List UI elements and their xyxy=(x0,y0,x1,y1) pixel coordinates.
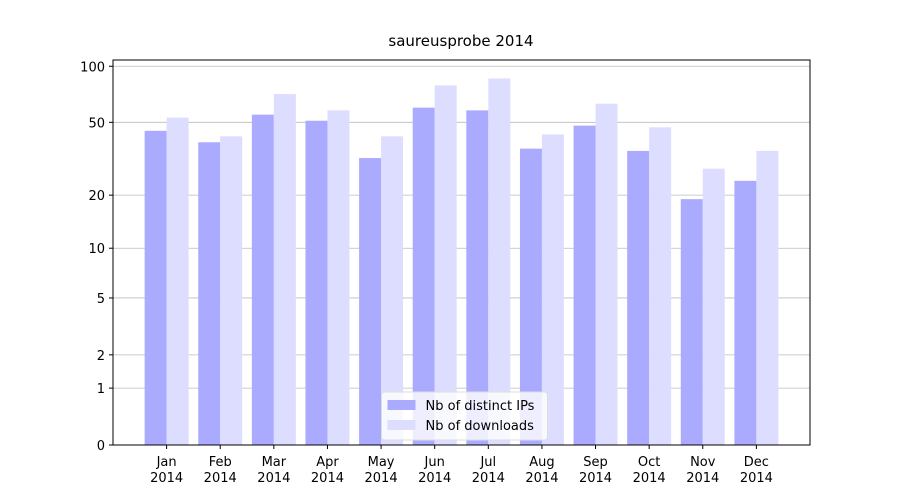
y-tick-label: 10 xyxy=(88,242,105,257)
x-tick-label: Aug 2014 xyxy=(525,455,558,486)
x-tick-label: Feb 2014 xyxy=(204,455,237,486)
bar xyxy=(434,85,457,445)
x-tick-label: Jul 2014 xyxy=(472,455,505,486)
legend-swatch xyxy=(387,400,416,410)
bar xyxy=(305,120,328,445)
bar xyxy=(198,142,221,445)
bar xyxy=(488,78,511,446)
bar xyxy=(166,117,189,445)
y-tick-label: 50 xyxy=(88,116,105,131)
bar xyxy=(144,130,167,446)
y-tick-label: 0 xyxy=(97,439,105,454)
bar xyxy=(273,94,296,446)
y-tick-label: 5 xyxy=(97,292,105,307)
bar xyxy=(649,127,672,445)
bar xyxy=(359,158,382,445)
bar xyxy=(220,136,243,445)
bar xyxy=(595,103,618,445)
legend-label: Nb of downloads xyxy=(426,419,535,434)
x-tick-label: Nov 2014 xyxy=(686,455,719,486)
legend-box xyxy=(381,391,548,441)
bar xyxy=(251,114,274,445)
x-tick-label: Mar 2014 xyxy=(257,455,290,486)
x-tick-label: Dec 2014 xyxy=(740,455,773,486)
y-tick-label: 2 xyxy=(97,349,105,364)
bar xyxy=(734,180,757,445)
bar xyxy=(466,110,489,445)
x-tick-label: Oct 2014 xyxy=(633,455,666,486)
x-tick-label: Sep 2014 xyxy=(579,455,612,486)
bar xyxy=(519,148,542,445)
bar xyxy=(412,107,435,446)
bar xyxy=(573,125,596,445)
y-tick-label: 20 xyxy=(88,189,105,204)
y-tick-label: 1 xyxy=(97,382,105,397)
legend-label: Nb of distinct IPs xyxy=(426,399,535,414)
plot-frame xyxy=(112,59,811,446)
x-tick-label: Jan 2014 xyxy=(150,455,183,486)
chart-title: saureusprobe 2014 xyxy=(388,32,533,50)
y-tick-label: 100 xyxy=(80,60,105,75)
legend: Nb of distinct IPs Nb of downloads xyxy=(381,391,548,441)
bar xyxy=(327,110,350,445)
bar xyxy=(381,136,404,445)
legend-swatch xyxy=(387,420,416,430)
x-tick-label: Apr 2014 xyxy=(311,455,344,486)
x-tick-label: Jun 2014 xyxy=(418,455,451,486)
x-tick-label: May 2014 xyxy=(365,455,398,486)
bar xyxy=(627,150,650,446)
bar xyxy=(702,168,725,445)
bar xyxy=(541,134,564,445)
bar xyxy=(756,150,779,446)
bar xyxy=(680,199,703,445)
